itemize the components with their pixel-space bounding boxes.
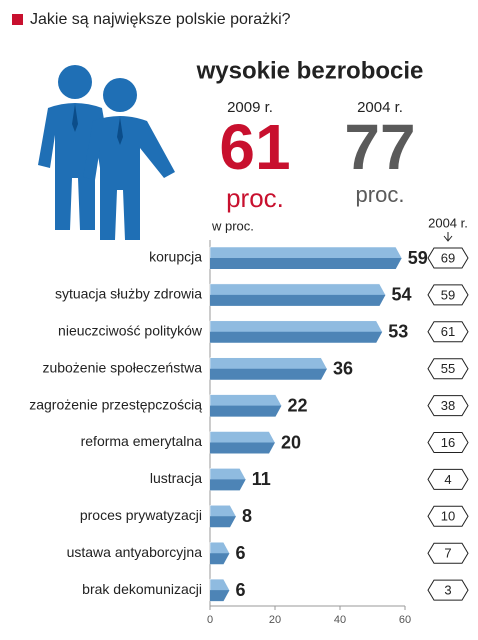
- category-label: zagrożenie przestępczością: [29, 396, 202, 412]
- hex-frame: [427, 542, 469, 564]
- bar-shade: [210, 294, 386, 306]
- value-label-2004: 69: [441, 250, 455, 265]
- value-label-2004: 7: [444, 546, 451, 561]
- x-tick-label: 20: [269, 614, 281, 626]
- headline-unit: proc.: [356, 182, 405, 207]
- category-label: proces prywatyzacji: [80, 507, 202, 523]
- hex-frame: [427, 432, 469, 453]
- value-label-2004: 38: [441, 398, 455, 413]
- bar-shade: [210, 405, 282, 417]
- x-tick-label: 0: [207, 614, 213, 626]
- value-label: 11: [252, 469, 271, 489]
- value-label: 59: [408, 248, 428, 268]
- value-label: 20: [281, 432, 301, 452]
- category-label: ustawa antyaborcyjna: [67, 544, 203, 560]
- value-label-2004: 55: [441, 361, 455, 376]
- category-label: korupcja: [149, 249, 202, 265]
- bar-shade: [210, 368, 327, 380]
- people-icon: [38, 65, 175, 240]
- value-label: 6: [236, 580, 246, 600]
- column-header: 2004 r.: [428, 215, 468, 230]
- category-label: reforma emerytalna: [81, 433, 203, 449]
- headline-unit: proc.: [226, 183, 284, 213]
- bar-shade: [210, 331, 383, 343]
- title-marker: [12, 14, 23, 25]
- chart-title: Jakie są największe polskie porażki?: [30, 11, 291, 28]
- category-label: nieuczciwość polityków: [58, 323, 203, 339]
- value-label: 22: [288, 395, 308, 415]
- value-label-2004: 4: [444, 472, 451, 487]
- x-tick-label: 60: [399, 614, 411, 626]
- bar-shade: [210, 516, 236, 528]
- value-label-2004: 61: [441, 324, 455, 339]
- headline-year: 2009 r.: [227, 99, 273, 116]
- hex-frame: [427, 468, 469, 490]
- bar-shade: [210, 479, 246, 491]
- category-label: zubożenie społeczeństwa: [42, 359, 202, 375]
- hex-frame: [427, 358, 469, 380]
- value-label: 36: [333, 358, 353, 378]
- value-label: 6: [236, 543, 246, 563]
- bar-shade: [210, 553, 230, 565]
- category-label: brak dekomunizacji: [82, 581, 202, 597]
- headline-title: wysokie bezrobocie: [196, 57, 424, 84]
- category-label: sytuacja służby zdrowia: [55, 286, 202, 302]
- value-label-2004: 10: [441, 509, 455, 524]
- hex-frame: [427, 284, 469, 306]
- value-label: 8: [242, 506, 252, 526]
- hex-frame: [427, 321, 469, 343]
- bar-shade: [210, 590, 230, 602]
- value-label: 54: [392, 285, 412, 305]
- headline-value: 61: [219, 111, 290, 183]
- value-label-2004: 16: [441, 435, 455, 450]
- headline-year: 2004 r.: [357, 99, 403, 116]
- bar-shade: [210, 258, 402, 269]
- value-label: 53: [388, 322, 408, 342]
- value-label-2004: 3: [444, 583, 451, 598]
- hex-frame: [427, 505, 469, 527]
- x-tick-label: 40: [334, 614, 346, 626]
- category-label: lustracja: [150, 470, 202, 486]
- headline-value: 77: [344, 111, 415, 183]
- arrow: [443, 232, 453, 242]
- hex-frame: [427, 247, 469, 269]
- hex-frame: [427, 395, 469, 417]
- axis-label: w proc.: [211, 218, 254, 233]
- bar-shade: [210, 442, 275, 454]
- hex-frame: [427, 579, 469, 601]
- value-label-2004: 59: [441, 287, 455, 302]
